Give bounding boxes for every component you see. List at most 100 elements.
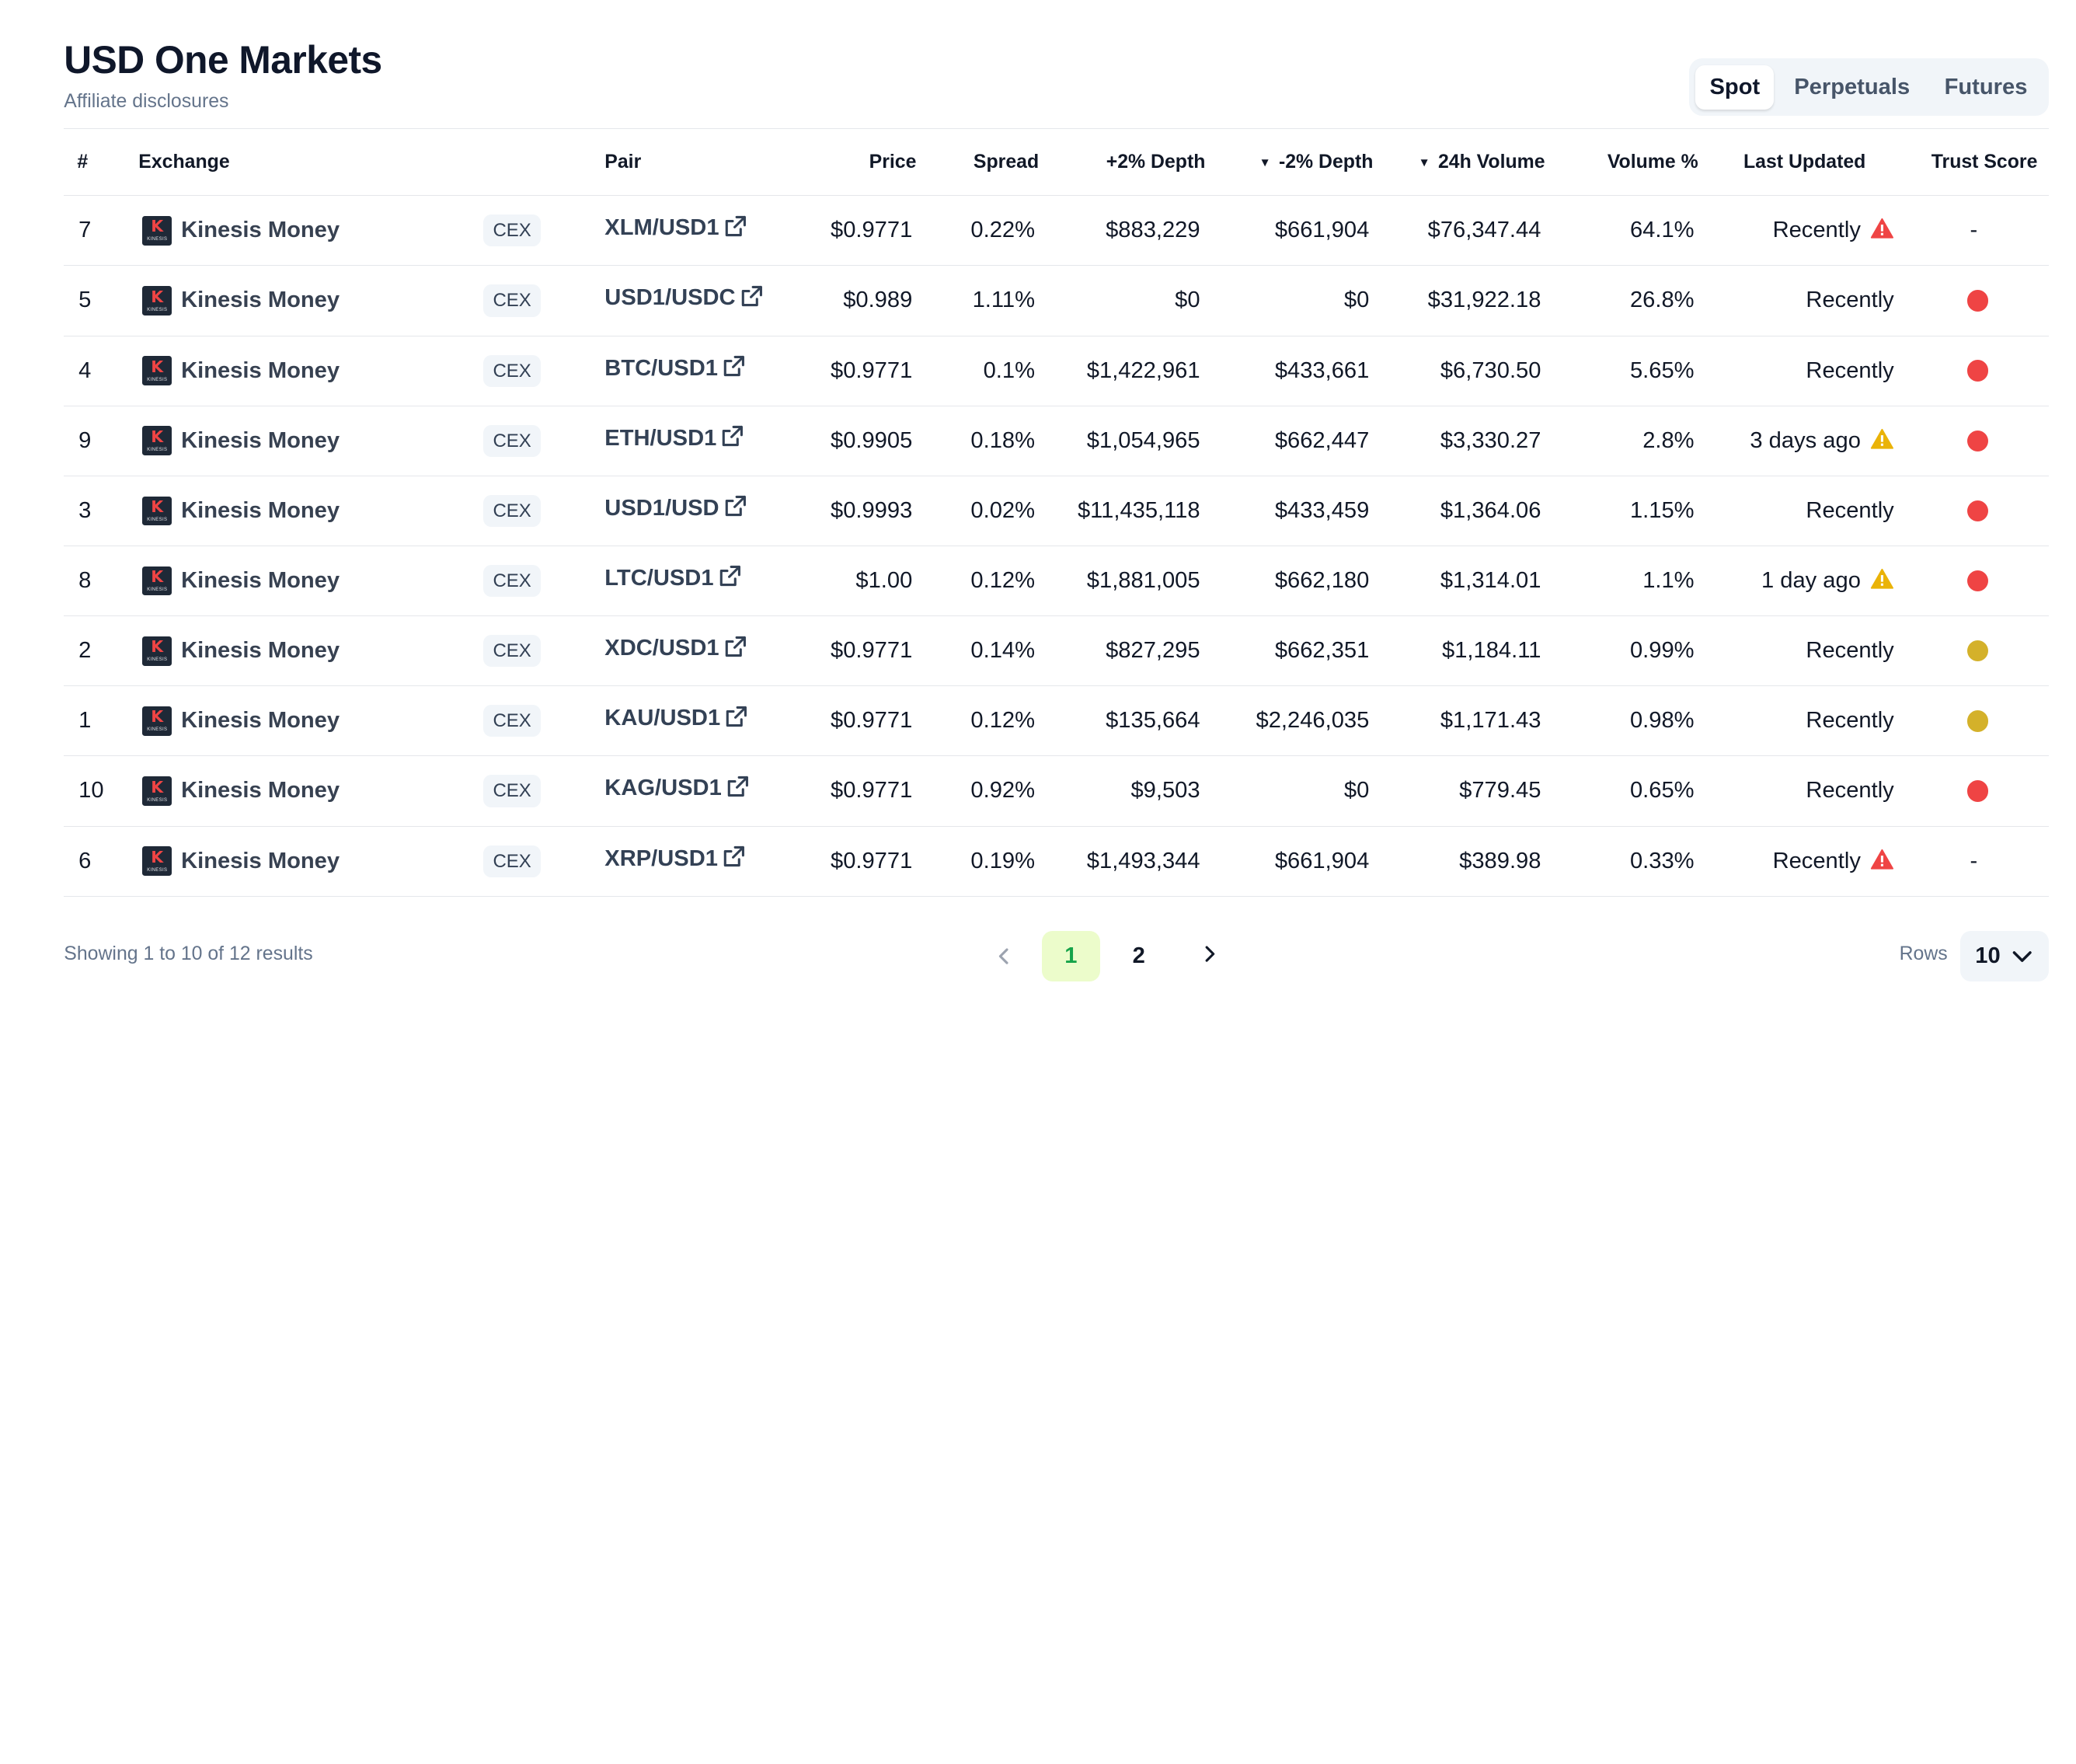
exchange-name[interactable]: Kinesis Money bbox=[181, 357, 340, 383]
chevron-down-icon bbox=[2012, 950, 2032, 962]
volume-pct-cell: 5.65% bbox=[1629, 357, 1695, 383]
sort-arrow-icon: ▼ bbox=[1418, 155, 1430, 169]
external-link-icon bbox=[741, 285, 762, 306]
last-updated-text: Recently bbox=[1772, 848, 1861, 873]
row-rank: 3 bbox=[78, 497, 92, 523]
table-row[interactable]: 6 K KINESIS Kinesis Money CEX XRP/USD1 $0.9771… bbox=[64, 827, 2049, 897]
page-2-button[interactable]: 2 bbox=[1132, 943, 1145, 969]
volume-pct-cell: 1.1% bbox=[1642, 567, 1695, 593]
price-cell: $0.9771 bbox=[831, 638, 913, 664]
depth-minus-cell: $433,661 bbox=[1274, 357, 1370, 383]
pair-link[interactable]: USD1/USDC bbox=[604, 266, 763, 329]
tab-spot[interactable]: Spot bbox=[1695, 64, 1775, 110]
col-header-price[interactable]: Price bbox=[869, 151, 917, 173]
exchange-logo: K KINESIS bbox=[142, 706, 172, 736]
pair-link[interactable]: KAG/USD1 bbox=[604, 756, 750, 820]
spread-cell: 0.02% bbox=[970, 497, 1035, 523]
rows-per-page-select[interactable]: 10 bbox=[1960, 931, 2049, 982]
col-header-volume-pct[interactable]: Volume % bbox=[1607, 151, 1698, 173]
tab-futures[interactable]: Futures bbox=[1944, 74, 2028, 99]
exchange-name[interactable]: Kinesis Money bbox=[181, 288, 340, 313]
table-header: # Exchange Pair Price Spread +2% Depth ▼… bbox=[64, 127, 2049, 198]
affiliate-disclosures-link[interactable]: Affiliate disclosures bbox=[64, 90, 229, 112]
table-row[interactable]: 1 K KINESIS Kinesis Money CEX KAU/USD1 $0.9771… bbox=[64, 686, 2049, 757]
pair-label: KAG/USD1 bbox=[604, 776, 722, 801]
volume-pct-cell: 1.15% bbox=[1629, 497, 1695, 523]
trust-score-empty: - bbox=[1970, 218, 1978, 243]
prev-page-button[interactable] bbox=[988, 940, 1020, 972]
pair-link[interactable]: ETH/USD1 bbox=[604, 406, 744, 470]
pair-link[interactable]: LTC/USD1 bbox=[604, 546, 741, 610]
table-row[interactable]: 5 K KINESIS Kinesis Money CEX USD1/USDC $0.989… bbox=[64, 266, 2049, 336]
col-header-depth-minus[interactable]: ▼ -2% Depth bbox=[1259, 129, 1373, 198]
col-header-spread[interactable]: Spread bbox=[973, 151, 1040, 173]
table-row[interactable]: 9 K KINESIS Kinesis Money CEX ETH/USD1 $0.9905… bbox=[64, 406, 2049, 476]
pair-label: XLM/USD1 bbox=[604, 215, 719, 241]
external-link-icon bbox=[726, 706, 747, 727]
external-link-icon bbox=[725, 496, 746, 517]
pair-label: BTC/USD1 bbox=[604, 355, 718, 381]
pair-label: ETH/USD1 bbox=[604, 425, 717, 451]
depth-plus-cell: $135,664 bbox=[1106, 708, 1200, 734]
markets-table: # Exchange Pair Price Spread +2% Depth ▼… bbox=[64, 127, 2049, 897]
pair-link[interactable]: XDC/USD1 bbox=[604, 616, 747, 680]
chevron-right-icon bbox=[1205, 946, 1215, 962]
spread-cell: 0.14% bbox=[970, 638, 1035, 664]
exchange-logo: K KINESIS bbox=[142, 426, 172, 456]
exchange-logo: K KINESIS bbox=[142, 776, 172, 806]
depth-plus-cell: $883,229 bbox=[1106, 218, 1200, 243]
volume-cell: $389.98 bbox=[1459, 848, 1541, 873]
trust-score-empty: - bbox=[1970, 848, 1978, 873]
exchange-logo: K KINESIS bbox=[142, 566, 172, 596]
pair-link[interactable]: XLM/USD1 bbox=[604, 196, 747, 260]
exchange-name[interactable]: Kinesis Money bbox=[181, 848, 340, 873]
row-rank: 5 bbox=[78, 288, 92, 313]
depth-plus-cell: $1,422,961 bbox=[1086, 357, 1200, 383]
pair-link[interactable]: KAU/USD1 bbox=[604, 686, 748, 750]
tab-perpetuals[interactable]: Perpetuals bbox=[1794, 74, 1911, 99]
table-row[interactable]: 10 K KINESIS Kinesis Money CEX KAG/USD1 $0.977… bbox=[64, 756, 2049, 827]
exchange-logo: K KINESIS bbox=[142, 286, 172, 315]
col-header-trust-score[interactable]: Trust Score bbox=[1931, 151, 2038, 173]
volume-cell: $31,922.18 bbox=[1427, 288, 1541, 313]
page-1-button[interactable]: 1 bbox=[1041, 931, 1100, 982]
external-link-icon bbox=[719, 566, 740, 587]
trust-score-dot bbox=[1967, 360, 1989, 382]
volume-cell: $1,171.43 bbox=[1440, 708, 1541, 734]
price-cell: $0.9771 bbox=[831, 218, 913, 243]
table-row[interactable]: 3 K KINESIS Kinesis Money CEX USD1/USD $0.9993… bbox=[64, 476, 2049, 546]
pair-link[interactable]: USD1/USD bbox=[604, 476, 747, 540]
next-page-button[interactable] bbox=[1193, 938, 1225, 970]
col-header-depth-plus[interactable]: +2% Depth bbox=[1106, 151, 1206, 173]
exchange-name[interactable]: Kinesis Money bbox=[181, 567, 340, 593]
page-title: USD One Markets bbox=[64, 38, 382, 82]
exchange-name[interactable]: Kinesis Money bbox=[181, 427, 340, 453]
table-row[interactable]: 4 K KINESIS Kinesis Money CEX BTC/USD1 $0.9771… bbox=[64, 336, 2049, 406]
table-row[interactable]: 7 K KINESIS Kinesis Money CEX XLM/USD1 $0.9771… bbox=[64, 196, 2049, 267]
last-updated-text: Recently bbox=[1806, 778, 1894, 804]
depth-minus-cell: $662,447 bbox=[1274, 427, 1370, 453]
last-updated-cell: 3 days ago bbox=[1750, 406, 1893, 476]
exchange-name[interactable]: Kinesis Money bbox=[181, 638, 340, 664]
exchange-name[interactable]: Kinesis Money bbox=[181, 218, 340, 243]
price-cell: $0.9771 bbox=[831, 357, 913, 383]
exchange-name[interactable]: Kinesis Money bbox=[181, 497, 340, 523]
volume-pct-cell: 0.33% bbox=[1629, 848, 1695, 873]
col-header-last-updated[interactable]: Last Updated bbox=[1743, 151, 1866, 173]
volume-cell: $3,330.27 bbox=[1440, 427, 1541, 453]
table-row[interactable]: 8 K KINESIS Kinesis Money CEX LTC/USD1 $1.00 0.… bbox=[64, 546, 2049, 617]
external-link-icon bbox=[723, 426, 744, 447]
external-link-icon bbox=[725, 215, 746, 236]
pair-link[interactable]: BTC/USD1 bbox=[604, 336, 746, 400]
exchange-name[interactable]: Kinesis Money bbox=[181, 708, 340, 734]
exchange-type-badge: CEX bbox=[483, 424, 541, 457]
table-row[interactable]: 2 K KINESIS Kinesis Money CEX XDC/USD1 $0.9771… bbox=[64, 616, 2049, 687]
row-rank: 9 bbox=[78, 427, 92, 453]
col-header-volume[interactable]: ▼ 24h Volume bbox=[1418, 129, 1545, 198]
last-updated-cell: Recently bbox=[1806, 476, 1893, 546]
exchange-name[interactable]: Kinesis Money bbox=[181, 778, 340, 804]
market-type-tabs: Spot Perpetuals Futures bbox=[1688, 58, 2049, 117]
pair-link[interactable]: XRP/USD1 bbox=[604, 827, 746, 891]
pair-label: USD1/USDC bbox=[604, 285, 736, 311]
depth-plus-cell: $827,295 bbox=[1106, 638, 1200, 664]
